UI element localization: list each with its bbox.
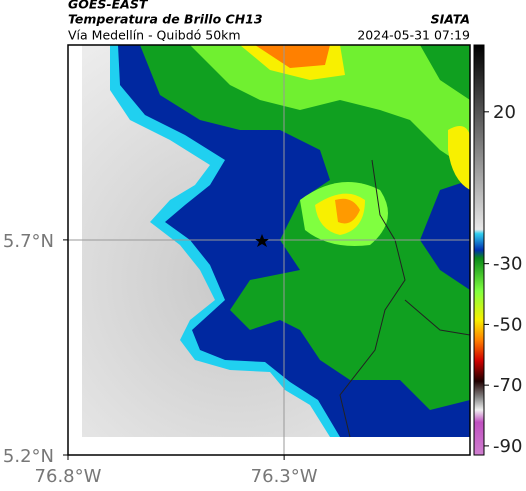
colorbar-tick-label: -50 <box>493 314 522 335</box>
colorbar-tick-label: 20 <box>493 102 516 123</box>
header: GOES-EAST Temperatura de Brillo CH13 SIA… <box>68 0 470 43</box>
brand: SIATA <box>431 12 470 27</box>
colorbar-tick-label: -30 <box>493 254 522 275</box>
y-tick-label: 5.2°N <box>3 446 54 467</box>
orange-area <box>255 45 330 68</box>
x-tick-label: 76.3°W <box>251 466 318 487</box>
axes: 76.8°W 76.3°W 5.2°N 5.7°N 20 -30 -50 -70 -90 <box>3 102 523 487</box>
orange-core <box>335 198 360 224</box>
timestamp: 2024-05-31 07:19 <box>357 28 470 43</box>
map-frame <box>67 44 471 456</box>
map-image <box>67 44 471 456</box>
y-tick-label: 5.7°N <box>3 231 54 252</box>
city-marker <box>255 234 269 247</box>
border <box>339 159 471 438</box>
title: Temperatura de Brillo CH13 <box>68 12 263 27</box>
colorbar-tick-label: -70 <box>493 375 522 396</box>
colorbar <box>473 44 485 456</box>
light-green-area <box>190 45 470 170</box>
subtitle: Vía Medellín - Quibdó 50km <box>68 28 241 43</box>
x-tick-label: 76.8°W <box>35 466 102 487</box>
yellow-east <box>448 126 470 190</box>
source: GOES-EAST <box>68 0 149 12</box>
colorbar-tick-label: -90 <box>493 436 522 457</box>
